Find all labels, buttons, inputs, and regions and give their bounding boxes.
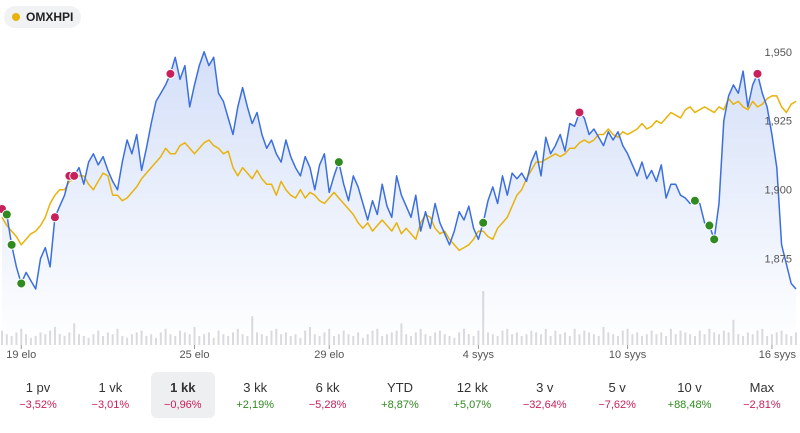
main-series-line bbox=[1, 51, 797, 290]
period-label: Max bbox=[749, 379, 775, 395]
period-label: 1 kk bbox=[170, 379, 196, 395]
period-label: 3 kk bbox=[243, 379, 268, 395]
period-tab[interactable]: 1 pv −3,52% bbox=[6, 372, 70, 418]
x-tick-label: 29 elo bbox=[314, 349, 344, 361]
period-label: 3 v bbox=[536, 379, 554, 395]
buy-marker bbox=[478, 217, 489, 228]
period-change: −7,62% bbox=[598, 398, 636, 411]
period-tab[interactable]: 5 v −7,62% bbox=[585, 372, 649, 418]
y-axis: 1,950 1,925 1,900 1,875 bbox=[764, 47, 792, 266]
legend-symbol: OMXHPI bbox=[26, 10, 74, 24]
buy-marker bbox=[689, 195, 700, 206]
period-tab[interactable]: Max −2,81% bbox=[730, 372, 794, 418]
trade-markers bbox=[0, 68, 763, 289]
legend-color-dot bbox=[12, 13, 20, 21]
period-change: +2,19% bbox=[236, 398, 274, 411]
period-tab[interactable]: YTD +8,87% bbox=[368, 372, 432, 418]
buy-marker bbox=[16, 278, 27, 289]
period-label: 1 pv bbox=[25, 379, 51, 395]
period-tab[interactable]: 12 kk +5,07% bbox=[440, 372, 504, 418]
period-change: −3,52% bbox=[19, 398, 57, 411]
sell-marker bbox=[165, 68, 176, 79]
price-area bbox=[2, 51, 796, 346]
y-tick-label: 1,950 bbox=[764, 47, 792, 59]
sell-marker bbox=[69, 170, 80, 181]
main-area-fill bbox=[2, 51, 796, 346]
period-tab[interactable]: 6 kk −5,28% bbox=[296, 372, 360, 418]
sell-marker bbox=[752, 68, 763, 79]
period-label: 12 kk bbox=[456, 379, 488, 395]
period-tab[interactable]: 3 v −32,64% bbox=[513, 372, 577, 418]
period-change: −32,64% bbox=[522, 398, 567, 411]
period-label: 5 v bbox=[608, 379, 626, 395]
x-axis: 19 elo 25 elo 29 elo 4 syys 10 syys 16 syys bbox=[6, 345, 796, 361]
x-tick-label: 16 syys bbox=[759, 349, 797, 361]
x-tick-label: 10 syys bbox=[609, 349, 647, 361]
x-tick-label: 4 syys bbox=[463, 349, 495, 361]
buy-marker bbox=[1, 209, 12, 220]
buy-marker bbox=[333, 157, 344, 168]
price-chart[interactable]: 1,950 1,925 1,900 1,875 19 elo 25 elo 29 elo 4… bbox=[0, 0, 800, 372]
period-change: −2,81% bbox=[743, 398, 781, 411]
period-label: 10 v bbox=[677, 379, 702, 395]
x-tick-label: 19 elo bbox=[6, 349, 36, 361]
buy-marker bbox=[6, 239, 17, 250]
compare-series-line bbox=[1, 95, 797, 252]
period-change: +88,48% bbox=[667, 398, 712, 411]
period-label: YTD bbox=[386, 379, 413, 395]
x-tick-label: 25 elo bbox=[179, 349, 209, 361]
sell-marker bbox=[49, 212, 60, 223]
period-tab[interactable]: 3 kk +2,19% bbox=[223, 372, 287, 418]
period-label: 6 kk bbox=[315, 379, 340, 395]
period-tab[interactable]: 1 kk −0,96% bbox=[150, 372, 215, 418]
sell-marker bbox=[574, 107, 585, 118]
y-tick-label: 1,925 bbox=[764, 116, 792, 128]
period-change: −5,28% bbox=[308, 398, 347, 411]
period-change: +5,07% bbox=[453, 398, 492, 411]
series-lines bbox=[1, 51, 797, 290]
period-change: −3,01% bbox=[91, 398, 130, 411]
legend-chip[interactable]: OMXHPI bbox=[4, 6, 82, 28]
buy-marker bbox=[704, 220, 715, 231]
period-label: 1 vk bbox=[98, 379, 123, 395]
period-change: +8,87% bbox=[381, 398, 419, 411]
period-selector: 1 pv −3,52% 1 vk −3,01% 1 kk −0,96% 3 kk +2,19%… bbox=[0, 372, 800, 420]
buy-marker bbox=[709, 234, 720, 245]
y-tick-label: 1,900 bbox=[764, 185, 792, 197]
period-tab[interactable]: 10 v +88,48% bbox=[658, 372, 722, 418]
y-tick-label: 1,875 bbox=[764, 254, 792, 266]
period-change: −0,96% bbox=[163, 398, 202, 411]
period-tab[interactable]: 1 vk −3,01% bbox=[78, 372, 142, 418]
